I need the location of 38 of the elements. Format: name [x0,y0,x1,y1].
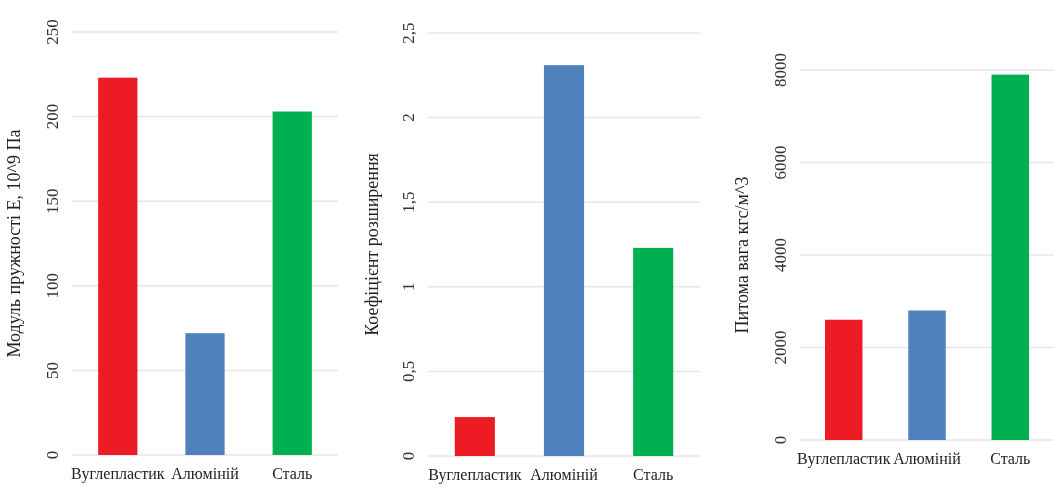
y-tick-label: 0 [771,435,790,445]
y-tick-label: 250 [43,19,62,45]
y-tick-label: 0,5 [399,360,418,383]
x-tick-label: Сталь [990,450,1031,467]
x-tick-label: Вуглепластик [428,466,522,484]
bar [454,417,495,456]
bar [543,65,585,456]
y-tick-label: 4000 [771,238,790,272]
bar [185,333,225,455]
x-tick-label: Сталь [633,466,674,483]
y-axis-title: Модуль пружності Е, 10^9 Па [4,129,24,358]
bar [824,319,863,440]
y-tick-label: 50 [43,361,62,379]
y-axis-title: Коефіцієнт розширення [362,153,382,336]
y-tick-label: 2000 [771,330,790,365]
y-tick-label: 2,5 [399,22,418,44]
y-tick-label: 8000 [771,53,790,87]
x-tick-label: Вуглепластик [71,465,165,483]
x-tick-label: Алюміній [893,450,962,467]
x-tick-label: Алюміній [171,465,240,482]
y-tick-label: 1 [399,282,418,292]
y-axis-title: Питома вага кгс/м^3 [732,176,752,334]
y-tick-label: 150 [43,188,62,214]
y-tick-label: 1,5 [399,191,418,213]
y-tick-label: 2 [399,113,418,122]
x-tick-label: Сталь [272,465,313,482]
bar [991,74,1030,440]
y-tick-label: 200 [43,103,62,130]
bar [98,77,138,455]
bar [908,310,946,440]
x-tick-label: Алюміній [530,466,599,483]
x-tick-label: Вуглепластик [797,450,891,468]
y-tick-label: 100 [43,273,62,299]
y-tick-label: 6000 [771,145,790,180]
bar [633,247,674,456]
y-tick-label: 0 [399,451,418,461]
bar [272,111,312,455]
y-tick-label: 0 [43,450,62,460]
